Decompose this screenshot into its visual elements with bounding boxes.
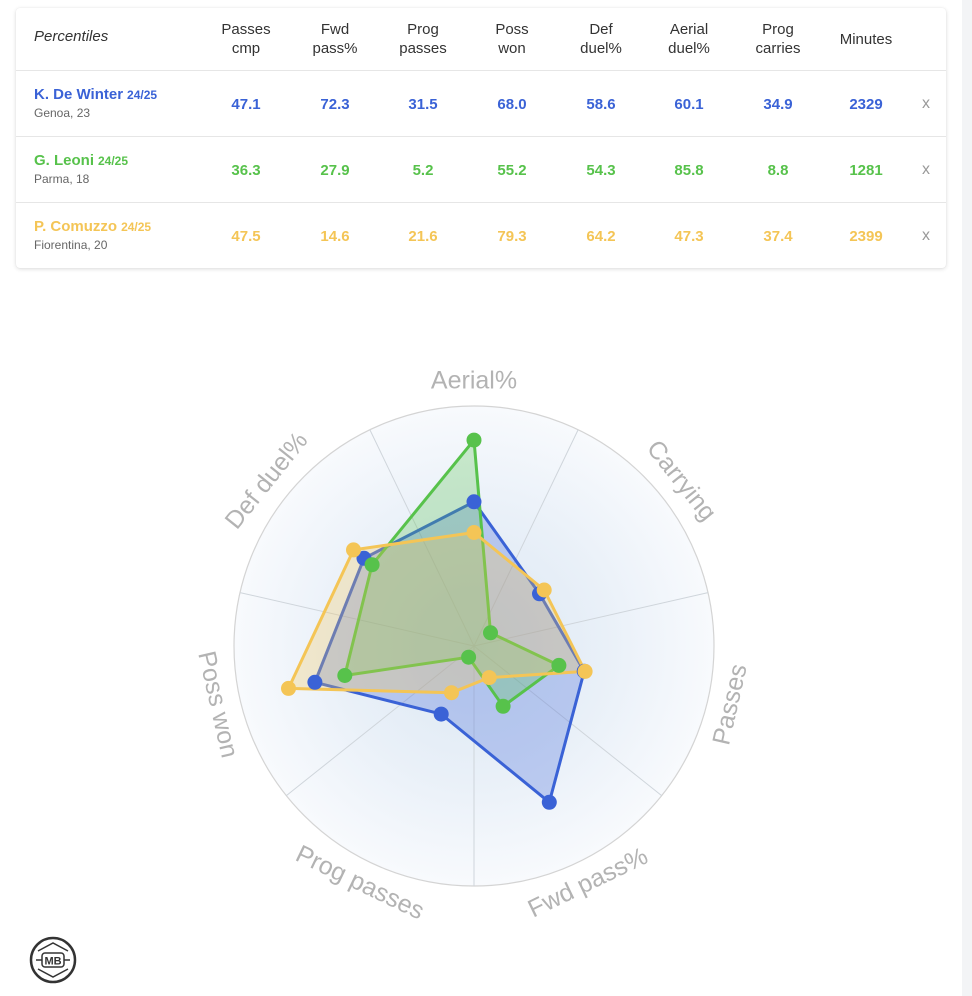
value-prog-passes: 5.2	[412, 161, 434, 179]
header-poss-won: Poss won	[495, 21, 529, 57]
header-def-duel: Def duel%	[580, 21, 622, 57]
header-prog-carries: Prog carries	[755, 21, 801, 57]
table-row: G. Leoni 24/25 Parma, 18 36.3 27.9 5.2 55…	[16, 136, 946, 203]
value-passes-cmp: 36.3	[231, 161, 261, 179]
value-poss-won: 68.0	[497, 95, 527, 113]
value-passes-cmp: 47.5	[231, 227, 261, 245]
remove-player-button[interactable]: x	[922, 95, 930, 112]
player-season: 24/25	[127, 88, 158, 102]
data-point-k-de-winter[interactable]	[466, 494, 482, 510]
radar-divider-line	[286, 645, 475, 797]
value-minutes: 2399	[849, 227, 883, 245]
radar-divider-line	[473, 645, 662, 797]
value-prog-carries: 34.9	[763, 95, 793, 113]
player-club: Genoa, 23	[34, 106, 91, 120]
value-fwd-pass: 27.9	[320, 161, 350, 179]
radar-divider-line	[473, 592, 709, 647]
series-area-k-de-winter	[313, 500, 586, 804]
data-point-p-comuzzo[interactable]	[444, 685, 459, 701]
player-name-cell: G. Leoni 24/25 Parma, 18	[34, 152, 128, 186]
player-name-cell: P. Comuzzo 24/25 Fiorentina, 20	[34, 218, 151, 252]
value-minutes: 1281	[849, 161, 883, 179]
value-prog-carries: 8.8	[767, 161, 789, 179]
logo-text: MB	[44, 956, 61, 968]
axis-label-passes: Passes	[707, 661, 753, 747]
player-name-link[interactable]: G. Leoni	[34, 152, 94, 169]
percentiles-table: Percentiles Passes cmp Fwd pass% Prog passe…	[16, 8, 946, 268]
header-fwd-pass: Fwd pass%	[312, 21, 358, 57]
player-name-link[interactable]: K. De Winter	[34, 86, 124, 103]
data-point-p-comuzzo[interactable]	[281, 680, 296, 696]
data-point-k-de-winter[interactable]	[433, 706, 449, 722]
data-point-p-comuzzo[interactable]	[577, 663, 593, 679]
player-season: 24/25	[98, 154, 129, 168]
value-aerial-duel: 47.3	[674, 227, 704, 245]
data-point-k-de-winter[interactable]	[541, 794, 557, 810]
data-point-g-leoni[interactable]	[483, 625, 498, 641]
value-aerial-duel: 85.8	[674, 161, 704, 179]
logo-emblem-icon: MB	[29, 936, 77, 984]
data-point-p-comuzzo[interactable]	[481, 670, 497, 686]
table-row: P. Comuzzo 24/25 Fiorentina, 20 47.5 14.6…	[16, 202, 946, 269]
header-passes-cmp: Passes cmp	[221, 21, 271, 57]
value-prog-carries: 37.4	[763, 227, 793, 245]
data-point-g-leoni[interactable]	[461, 649, 477, 665]
radar-divider-line	[473, 429, 579, 647]
axis-label-aerial: Aerial%	[431, 367, 517, 395]
player-name-cell: K. De Winter 24/25 Genoa, 23	[34, 86, 157, 120]
remove-player-button[interactable]: x	[922, 161, 930, 178]
player-name-link[interactable]: P. Comuzzo	[34, 218, 118, 235]
header-aerial-duel: Aerial duel%	[668, 21, 710, 57]
data-point-g-leoni[interactable]	[337, 668, 353, 683]
mb-logo: MB	[28, 935, 78, 985]
header-minutes: Minutes	[839, 30, 893, 48]
value-passes-cmp: 47.1	[231, 95, 261, 113]
series-area-p-comuzzo	[287, 531, 587, 695]
value-prog-passes: 31.5	[408, 95, 438, 113]
player-club: Parma, 18	[34, 172, 90, 186]
player-club: Fiorentina, 20	[34, 238, 108, 252]
value-minutes: 2329	[849, 95, 883, 113]
value-poss-won: 79.3	[497, 227, 527, 245]
data-point-g-leoni[interactable]	[495, 698, 511, 714]
table-row: K. De Winter 24/25 Genoa, 23 47.1 72.3 31…	[16, 70, 946, 137]
player-season: 24/25	[121, 220, 152, 234]
right-scroll-strip	[962, 0, 972, 996]
data-point-g-leoni[interactable]	[551, 657, 567, 673]
table-header-row: Percentiles Passes cmp Fwd pass% Prog passe…	[16, 8, 946, 70]
value-aerial-duel: 60.1	[674, 95, 704, 113]
data-point-p-comuzzo[interactable]	[346, 542, 361, 558]
remove-player-button[interactable]: x	[922, 227, 930, 244]
data-point-p-comuzzo[interactable]	[536, 582, 552, 598]
value-fwd-pass: 72.3	[320, 95, 350, 113]
data-point-g-leoni[interactable]	[466, 432, 482, 448]
value-def-duel: 54.3	[586, 161, 616, 179]
radar-divider-line	[239, 592, 475, 647]
data-point-p-comuzzo[interactable]	[466, 525, 482, 540]
data-point-g-leoni[interactable]	[364, 557, 380, 573]
radar-divider-line	[369, 429, 475, 647]
value-prog-passes: 21.6	[408, 227, 438, 245]
value-poss-won: 55.2	[497, 161, 527, 179]
header-prog-passes: Prog passes	[399, 21, 447, 57]
value-fwd-pass: 14.6	[320, 227, 350, 245]
value-def-duel: 64.2	[586, 227, 616, 245]
percentiles-label: Percentiles	[34, 28, 109, 45]
data-point-k-de-winter[interactable]	[307, 674, 323, 690]
value-def-duel: 58.6	[586, 95, 616, 113]
